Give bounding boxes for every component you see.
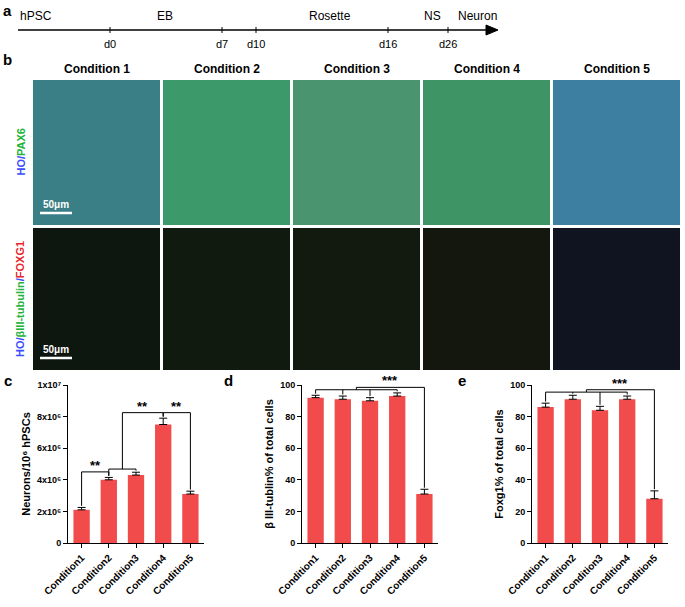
svg-text:60: 60 xyxy=(515,443,525,453)
svg-text:Condition3: Condition3 xyxy=(330,552,375,597)
svg-text:Condition2: Condition2 xyxy=(303,552,348,597)
svg-text:80: 80 xyxy=(515,412,525,422)
svg-text:Condition 4: Condition 4 xyxy=(454,62,520,76)
svg-text:Condition3: Condition3 xyxy=(96,552,141,597)
svg-text:20: 20 xyxy=(285,507,295,517)
svg-text:Condition 2: Condition 2 xyxy=(194,62,260,76)
svg-text:a: a xyxy=(3,2,12,19)
svg-text:1x10⁷: 1x10⁷ xyxy=(37,380,61,390)
svg-text:b: b xyxy=(3,51,12,68)
svg-text:Condition 1: Condition 1 xyxy=(64,62,130,76)
svg-text:Condition 3: Condition 3 xyxy=(324,62,390,76)
svg-text:**: ** xyxy=(90,458,101,473)
svg-text:2x10⁶: 2x10⁶ xyxy=(37,507,61,517)
svg-text:NS: NS xyxy=(424,9,441,23)
svg-text:20: 20 xyxy=(515,507,525,517)
svg-text:Neuron: Neuron xyxy=(458,9,497,23)
svg-text:EB: EB xyxy=(157,9,173,23)
svg-text:40: 40 xyxy=(515,475,525,485)
svg-text:d: d xyxy=(224,372,233,389)
svg-text:Condition1: Condition1 xyxy=(506,552,551,597)
svg-text:Condition1: Condition1 xyxy=(42,552,87,597)
svg-text:**: ** xyxy=(137,399,148,414)
svg-text:6x10⁶: 6x10⁶ xyxy=(37,443,61,453)
svg-text:Condition2: Condition2 xyxy=(69,552,114,597)
svg-text:***: *** xyxy=(612,376,628,391)
svg-text:e: e xyxy=(458,372,466,389)
svg-text:d0: d0 xyxy=(104,38,116,50)
svg-text:Condition5: Condition5 xyxy=(385,552,430,597)
svg-text:**: ** xyxy=(171,399,182,414)
svg-text:HO/βIII-tubulin/FOXG1: HO/βIII-tubulin/FOXG1 xyxy=(14,241,26,357)
svg-text:d26: d26 xyxy=(439,38,457,50)
svg-text:c: c xyxy=(4,372,12,389)
svg-text:0: 0 xyxy=(290,538,295,548)
svg-text:Condition5: Condition5 xyxy=(615,552,660,597)
svg-text:HO/PAX6: HO/PAX6 xyxy=(15,128,27,175)
svg-text:hPSC: hPSC xyxy=(20,9,52,23)
svg-text:d7: d7 xyxy=(216,38,228,50)
svg-text:d16: d16 xyxy=(379,38,397,50)
svg-text:0: 0 xyxy=(520,538,525,548)
svg-text:Condition3: Condition3 xyxy=(560,552,605,597)
svg-text:40: 40 xyxy=(285,475,295,485)
svg-text:Condition4: Condition4 xyxy=(123,552,168,597)
svg-text:d10: d10 xyxy=(247,38,265,50)
svg-text:Foxg1% of total cells: Foxg1% of total cells xyxy=(493,409,505,518)
svg-text:50μm: 50μm xyxy=(43,199,69,210)
svg-text:50μm: 50μm xyxy=(43,344,69,355)
svg-text:Condition1: Condition1 xyxy=(276,552,321,597)
svg-text:100: 100 xyxy=(280,380,295,390)
svg-text:0: 0 xyxy=(56,538,61,548)
svg-text:β III-tublin% of total cells: β III-tublin% of total cells xyxy=(263,399,275,529)
svg-text:4x10⁶: 4x10⁶ xyxy=(37,475,61,485)
svg-text:Condition 5: Condition 5 xyxy=(584,62,650,76)
svg-text:***: *** xyxy=(382,373,398,388)
svg-text:Neurons/10⁶ hPSCs: Neurons/10⁶ hPSCs xyxy=(20,412,32,516)
svg-text:Condition4: Condition4 xyxy=(357,552,402,597)
svg-text:8x10⁶: 8x10⁶ xyxy=(37,412,61,422)
svg-text:100: 100 xyxy=(510,380,525,390)
svg-text:60: 60 xyxy=(285,443,295,453)
svg-text:Condition4: Condition4 xyxy=(587,552,632,597)
svg-text:Condition2: Condition2 xyxy=(533,552,578,597)
svg-text:Condition5: Condition5 xyxy=(151,552,196,597)
svg-text:80: 80 xyxy=(285,412,295,422)
svg-text:Rosette: Rosette xyxy=(309,9,351,23)
